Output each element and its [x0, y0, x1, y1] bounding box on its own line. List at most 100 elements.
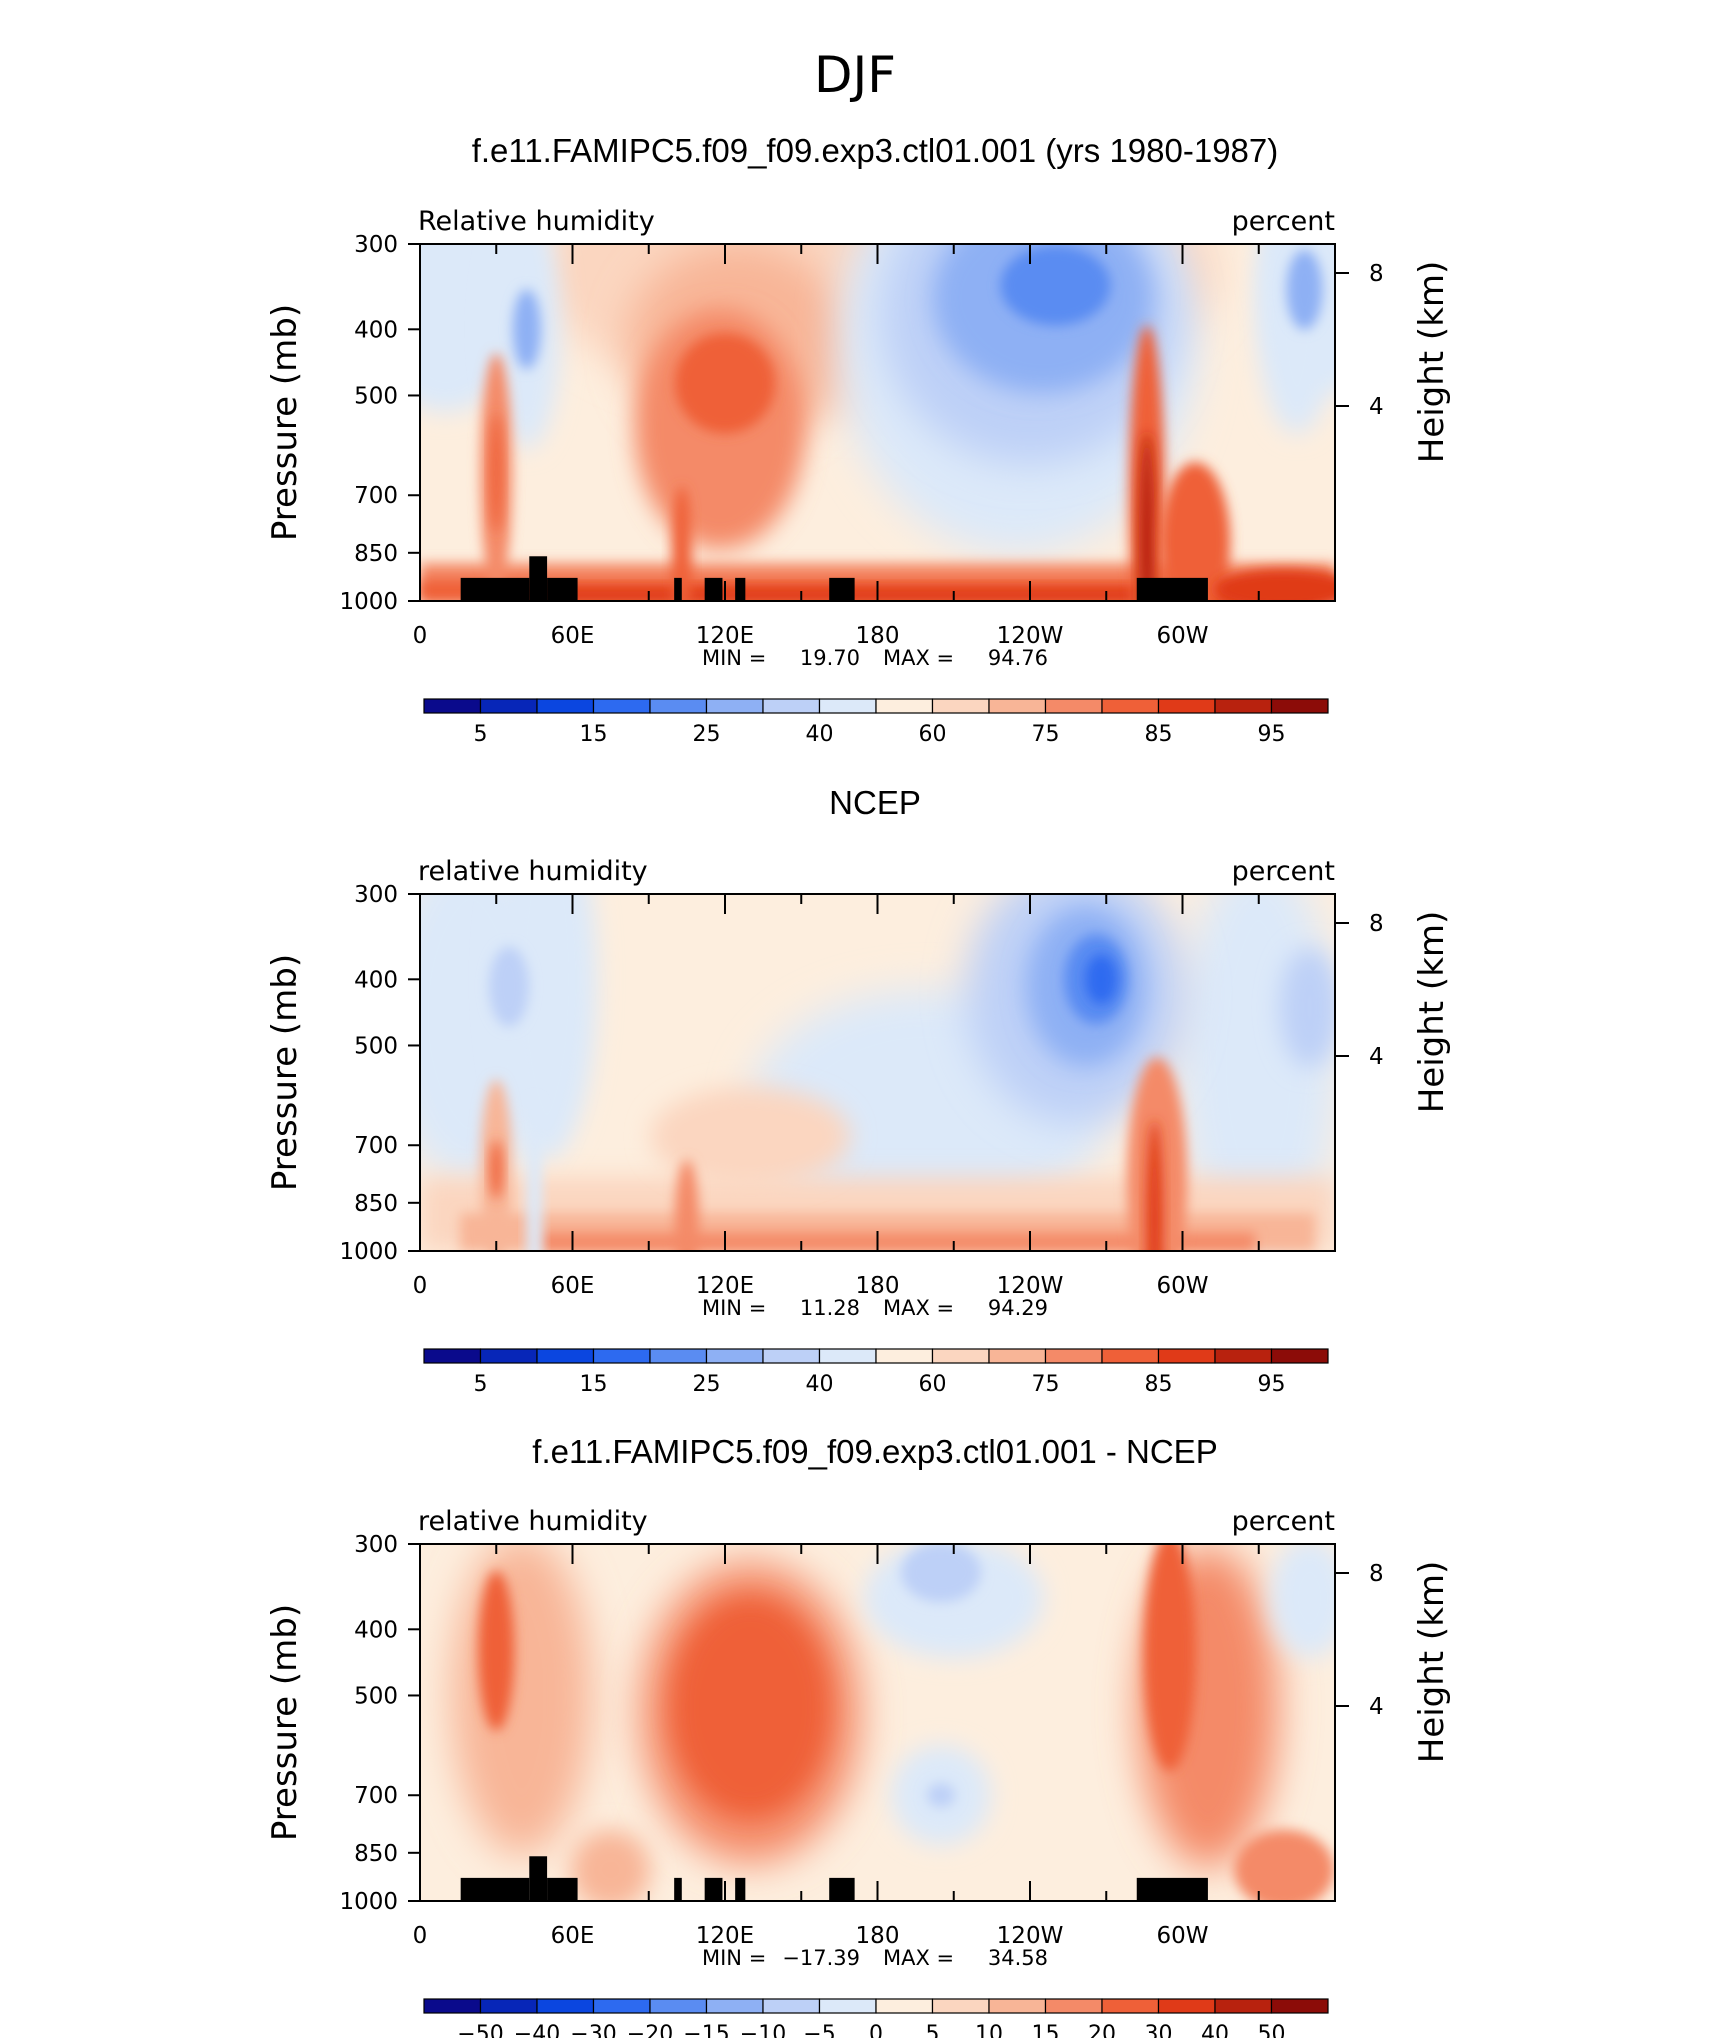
colorbar-box	[1044, 1998, 1103, 2014]
colorbar-box	[988, 1348, 1047, 1364]
max-label: MAX =	[883, 1946, 954, 1970]
colorbar-label: 95	[1258, 1372, 1286, 1397]
colorbar-box	[875, 698, 934, 714]
colorbar-label: 40	[806, 1372, 834, 1397]
colorbar-box	[988, 1998, 1047, 2014]
land-mask	[674, 577, 682, 601]
colorbar-label: 15	[580, 722, 608, 747]
colorbar-label: −5	[803, 2022, 835, 2038]
y2-axis-label: Height (km)	[1412, 261, 1452, 464]
min-label: MIN =	[702, 1296, 766, 1320]
y2-tick-label: 8	[1369, 1561, 1384, 1587]
y-tick-label: 300	[354, 232, 398, 258]
heatmap-field	[420, 894, 1335, 1251]
colorbar-box	[762, 1348, 821, 1364]
x-tick-label: 60W	[1156, 623, 1208, 649]
colorbar-box	[818, 1348, 877, 1364]
land-mask	[674, 1877, 682, 1901]
colorbar-box	[592, 698, 651, 714]
colorbar-box	[1044, 1348, 1103, 1364]
land-mask	[735, 577, 746, 601]
variable-label: Relative humidity	[418, 206, 655, 237]
colorbar-box	[423, 1998, 482, 2014]
colorbar-label: −10	[740, 2022, 786, 2038]
colorbar-label: 5	[474, 722, 488, 747]
colorbar-box	[818, 1998, 877, 2014]
variable-label: relative humidity	[418, 856, 648, 887]
x-tick-label: 120E	[696, 1273, 754, 1299]
heatmap-field	[420, 244, 1335, 601]
colorbar-box	[536, 1348, 595, 1364]
colorbar-label: 40	[806, 722, 834, 747]
colorbar-label: 15	[1032, 2022, 1060, 2038]
colorbar-box	[1101, 1998, 1160, 2014]
colorbar-label: 60	[919, 1372, 947, 1397]
x-tick-label: 180	[856, 1923, 900, 1949]
colorbar-label: −15	[683, 2022, 729, 2038]
land-mask	[829, 577, 855, 601]
y-tick-label: 850	[354, 1191, 398, 1217]
colorbar-label: 75	[1032, 1372, 1060, 1397]
y-tick-label: 700	[354, 1133, 398, 1159]
variable-label: relative humidity	[418, 1506, 648, 1537]
colorbar-box	[1214, 1998, 1273, 2014]
colorbar-box	[762, 698, 821, 714]
colorbar-box	[875, 1348, 934, 1364]
land-mask	[1136, 1877, 1208, 1901]
colorbar-box	[536, 698, 595, 714]
colorbar-label: 25	[693, 722, 721, 747]
land-mask	[735, 1877, 746, 1901]
land-mask	[829, 1877, 855, 1901]
colorbar-box	[705, 1998, 764, 2014]
figure-title: DJF	[814, 46, 896, 104]
land-mask	[460, 577, 530, 601]
colorbar: 5 15 25 40 60 75 85 95	[423, 1348, 1329, 1397]
y2-axis-label: Height (km)	[1412, 1561, 1452, 1764]
units-label: percent	[1232, 856, 1335, 887]
colorbar: 5 15 25 40 60 75 85 95	[423, 698, 1329, 747]
panel-title: f.e11.FAMIPC5.f09_f09.exp3.ctl01.001 (yr…	[472, 132, 1279, 169]
x-tick-label: 0	[413, 1273, 428, 1299]
colorbar-box	[762, 1998, 821, 2014]
colorbar-box	[1101, 1348, 1160, 1364]
colorbar-box	[1101, 698, 1160, 714]
colorbar-box	[592, 1998, 651, 2014]
colorbar-label: 85	[1145, 1372, 1173, 1397]
colorbar-box	[705, 1348, 764, 1364]
min-value: 11.28	[800, 1296, 860, 1320]
min-value: −17.39	[782, 1946, 860, 1970]
colorbar-box	[536, 1998, 595, 2014]
y-axis-label: Pressure (mb)	[265, 954, 305, 1191]
chart-panel-1: f.e11.FAMIPC5.f09_f09.exp3.ctl01.001 (yr…	[265, 132, 1452, 747]
colorbar-box	[649, 1998, 708, 2014]
colorbar-box	[479, 1998, 538, 2014]
colorbar-label: 15	[580, 1372, 608, 1397]
colorbar-box	[875, 1998, 934, 2014]
y-tick-label: 400	[354, 317, 398, 343]
colorbar-label: 60	[919, 722, 947, 747]
y-tick-label: 1000	[339, 1889, 398, 1915]
land-mask	[547, 577, 578, 601]
colorbar-box	[649, 1348, 708, 1364]
land-mask	[529, 1856, 548, 1901]
max-value: 94.29	[988, 1296, 1048, 1320]
colorbar-label: −30	[570, 2022, 616, 2038]
x-tick-label: 60W	[1156, 1273, 1208, 1299]
units-label: percent	[1232, 1506, 1335, 1537]
colorbar-box	[931, 1998, 990, 2014]
y2-tick-label: 8	[1369, 911, 1384, 937]
y-tick-label: 500	[354, 1033, 398, 1059]
y-axis-label: Pressure (mb)	[265, 1604, 305, 1841]
max-value: 94.76	[988, 646, 1048, 670]
y-tick-label: 500	[354, 1683, 398, 1709]
x-tick-label: 120W	[997, 1923, 1064, 1949]
heatmap-field	[420, 1544, 1335, 1901]
colorbar-box	[931, 698, 990, 714]
max-value: 34.58	[988, 1946, 1048, 1970]
colorbar-box	[423, 698, 482, 714]
y-tick-label: 300	[354, 1532, 398, 1558]
x-tick-label: 120E	[696, 623, 754, 649]
